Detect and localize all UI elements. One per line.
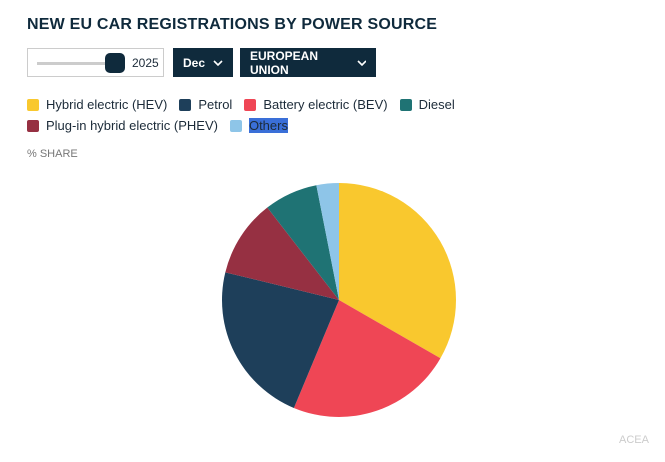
legend-swatch bbox=[244, 98, 257, 111]
pie-slice bbox=[293, 300, 441, 418]
legend-label: Plug-in hybrid electric (PHEV) bbox=[46, 118, 218, 133]
region-dropdown[interactable]: EUROPEAN UNION bbox=[240, 48, 376, 77]
value-label: % SHARE bbox=[27, 148, 78, 160]
pie-slice bbox=[339, 183, 456, 359]
month-dropdown[interactable]: Dec bbox=[173, 48, 233, 77]
legend-item[interactable]: Battery electric (BEV) bbox=[244, 97, 388, 112]
pie-slice bbox=[267, 185, 339, 300]
month-label: Dec bbox=[183, 55, 206, 70]
legend-label: Hybrid electric (HEV) bbox=[46, 97, 168, 112]
legend: Hybrid electric (HEV) Battery electric (B… bbox=[27, 97, 647, 133]
region-label: EUROPEAN UNION bbox=[250, 48, 319, 77]
legend-swatch bbox=[27, 119, 39, 132]
slider-knob[interactable] bbox=[105, 53, 125, 73]
year-slider[interactable]: 2025 bbox=[27, 48, 164, 77]
source: ACEA bbox=[619, 434, 649, 446]
legend-swatch bbox=[399, 98, 412, 111]
slider-track bbox=[37, 62, 117, 65]
legend-label: Others bbox=[248, 118, 288, 133]
chevron bbox=[357, 59, 366, 66]
legend-swatch bbox=[27, 98, 39, 111]
legend-item[interactable]: Others bbox=[229, 118, 288, 133]
pie-slice bbox=[221, 272, 339, 408]
legend-label: Diesel bbox=[418, 97, 455, 112]
pie-slice bbox=[225, 207, 339, 300]
legend-label: Petrol bbox=[198, 97, 233, 112]
pie-slice bbox=[316, 183, 339, 300]
chart-title: NEW EU CAR REGISTRATIONS BY POWER SOURCE bbox=[27, 16, 438, 33]
legend-item[interactable]: Petrol bbox=[179, 97, 232, 112]
legend-label: Battery electric (BEV) bbox=[263, 97, 388, 112]
legend-swatch bbox=[229, 119, 242, 132]
legend-item[interactable]: Diesel bbox=[399, 97, 455, 112]
legend-swatch bbox=[179, 98, 192, 111]
legend-item[interactable]: Plug-in hybrid electric (PHEV) bbox=[27, 118, 218, 133]
legend-item[interactable]: Hybrid electric (HEV) bbox=[27, 97, 167, 112]
chevron bbox=[213, 59, 223, 66]
year-label: 2025 bbox=[132, 56, 159, 70]
